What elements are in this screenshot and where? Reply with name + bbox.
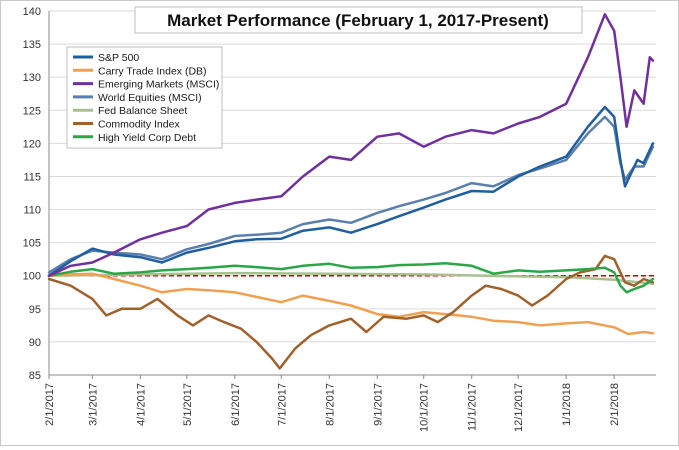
y-tick-label: 110	[23, 205, 41, 217]
x-tick-label: 3/1/2017	[87, 383, 99, 426]
title-background	[134, 6, 583, 34]
x-tick-label: 2/1/2017	[44, 383, 56, 426]
series-line-fed-balance-sheet	[47, 271, 655, 285]
series-line-high-yield-corp-debt	[47, 261, 655, 294]
y-tick-label: 90	[29, 337, 41, 349]
legend-label-fed-balance-sheet: Fed Balance Sheet	[98, 105, 187, 117]
legend-label-high-yield-corp-debt: High Yield Corp Debt	[98, 132, 196, 144]
x-tick-label: 11/1/2017	[467, 383, 479, 431]
y-tick-label: 85	[29, 370, 41, 382]
legend-label-emerging-markets-msci: Emerging Markets (MSCI)	[98, 79, 219, 91]
legend-label-commodity-index: Commodity Index	[98, 119, 180, 131]
x-tick-label: 8/1/2017	[324, 383, 336, 426]
legend-label-world-equities-msci: World Equities (MSCI)	[98, 92, 202, 104]
y-tick-label: 130	[23, 72, 41, 84]
x-tick-label: 12/1/2017	[513, 383, 525, 432]
y-tick-label: 135	[23, 39, 41, 51]
x-tick-label: 5/1/2017	[182, 383, 194, 426]
legend-label-carry-trade-index-db: Carry Trade Index (DB)	[98, 65, 207, 77]
legend-label-s-p-500: S&P 500	[98, 52, 139, 64]
y-tick-label: 140	[23, 6, 41, 18]
y-tick-label: 95	[29, 304, 41, 316]
y-tick-label: 115	[23, 171, 41, 183]
series-line-emerging-markets-msci	[47, 13, 655, 277]
x-tick-label: 7/1/2017	[276, 383, 288, 426]
x-tick-label: 4/1/2017	[135, 383, 147, 426]
series-line-carry-trade-index-db	[47, 272, 655, 336]
y-tick-label: 105	[23, 238, 41, 250]
series-line-world-equities-msci	[47, 115, 655, 274]
series-line-s-p-500	[47, 105, 655, 277]
x-tick-label: 2/1/2018	[609, 383, 621, 426]
x-tick-label: 6/1/2017	[230, 383, 242, 426]
title-box: Market Performance (February 1, 2017-Pre…	[134, 6, 583, 34]
x-tick-label: 1/1/2018	[561, 383, 573, 426]
chart-title: Market Performance (February 1, 2017-Pre…	[167, 11, 549, 30]
x-tick-label: 9/1/2017	[372, 383, 384, 426]
y-tick-label: 100	[23, 271, 41, 283]
y-tick-label: 120	[23, 138, 41, 150]
series-layer	[47, 13, 655, 370]
y-tick-label: 125	[23, 105, 41, 117]
axes: 85 90 95 100 105 110 115 120 125 130 135 140 2/1/201…	[23, 6, 656, 432]
x-tick-label: 10/1/2017	[419, 383, 431, 432]
series-line-commodity-index	[47, 254, 655, 370]
